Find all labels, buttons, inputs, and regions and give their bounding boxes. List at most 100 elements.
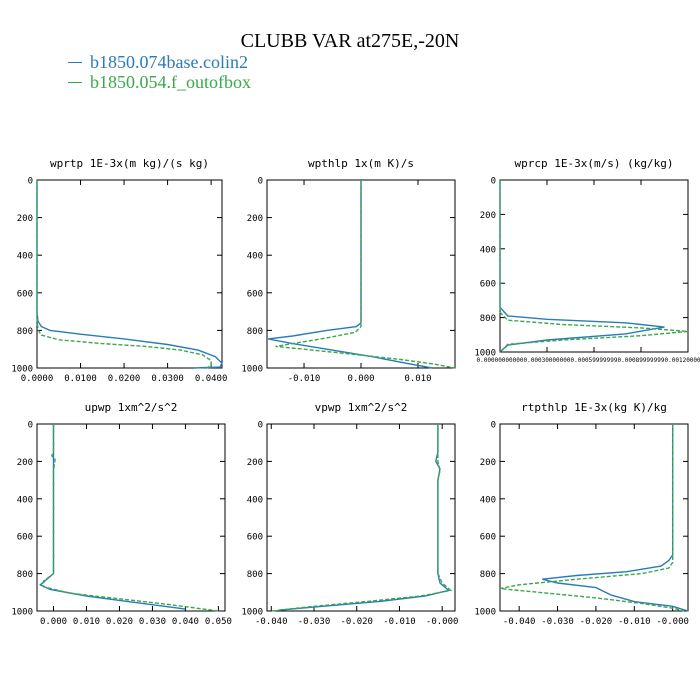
legend-label-series-1: b1850.074base.colin2 xyxy=(90,52,248,72)
series-line-2 xyxy=(499,180,689,353)
y-tick-label: 400 xyxy=(480,245,496,255)
x-tick-label: 0.0400 xyxy=(195,374,228,384)
x-tick-label: -0.010 xyxy=(618,617,651,627)
series-line-1 xyxy=(36,180,223,369)
x-tick-label: -0.040 xyxy=(255,617,288,627)
y-tick-label: 1000 xyxy=(11,365,33,375)
plot-frame xyxy=(499,423,689,612)
legend-swatch-series-1 xyxy=(68,61,82,63)
series-line-2 xyxy=(275,180,456,369)
x-tick-label: 0.020 xyxy=(106,617,133,627)
y-tick-label: 400 xyxy=(480,495,496,505)
series-line-2 xyxy=(271,424,453,612)
x-tick-label: 0.00000000000 xyxy=(477,357,524,364)
y-tick-label: 400 xyxy=(247,252,263,262)
chart-title: wprcp 1E-3x(m/s) (kg/kg) xyxy=(515,157,674,170)
x-tick-label: 0.010 xyxy=(404,374,431,384)
y-tick-label: 1000 xyxy=(241,365,263,375)
x-tick-label: 0.030 xyxy=(139,617,166,627)
x-tick-label: 0.0300 xyxy=(151,374,184,384)
x-tick-label: -0.000 xyxy=(656,617,689,627)
x-tick-label: -0.030 xyxy=(541,617,574,627)
page-title: CLUBB VAR at275E,-20N xyxy=(240,30,460,52)
x-tick-label: -0.030 xyxy=(298,617,331,627)
chart-panel-2: wpthlp 1x(m K)/s 0 200 400 600 800 1000 -0.010 0… xyxy=(241,157,456,384)
x-tick-label: 0.010 xyxy=(73,617,100,627)
x-tick-label: 0.00059999999 xyxy=(571,357,618,364)
y-tick-label: 1000 xyxy=(474,349,496,359)
x-tick-label: 0.00120000000 xyxy=(665,357,700,364)
y-tick-label: 1000 xyxy=(241,608,263,618)
y-tick-label: 400 xyxy=(17,252,33,262)
chart-title: wprtp 1E-3x(m kg)/(s kg) xyxy=(50,157,209,170)
x-tick-label: -0.020 xyxy=(340,617,373,627)
series-line-1 xyxy=(279,424,451,611)
x-tick-label: 0.000 xyxy=(40,617,67,627)
chart-panel-4: upwp 1xm^2/s^2 0 200 400 600 800 1000 0.000 0.01… xyxy=(11,401,232,627)
y-tick-label: 0 xyxy=(28,421,33,431)
x-tick-label: -0.020 xyxy=(580,617,613,627)
x-tick-label: 0.0000 xyxy=(21,374,54,384)
x-tick-label: -0.010 xyxy=(288,374,321,384)
y-tick-label: 400 xyxy=(247,495,263,505)
y-tick-label: 1000 xyxy=(11,608,33,618)
y-tick-label: 0 xyxy=(258,177,263,187)
y-tick-label: 200 xyxy=(480,458,496,468)
series-line-2 xyxy=(499,424,685,612)
y-tick-label: 0 xyxy=(258,421,263,431)
y-tick-label: 0 xyxy=(491,177,496,187)
y-tick-label: 0 xyxy=(491,421,496,431)
chart-panel-1: wprtp 1E-3x(m kg)/(s kg) 0 200 400 600 800 100… xyxy=(11,157,227,384)
x-tick-label: -0.010 xyxy=(383,617,416,627)
series-line-2 xyxy=(36,180,212,369)
y-tick-label: 800 xyxy=(17,327,33,337)
x-tick-label: -0.000 xyxy=(426,617,459,627)
y-tick-label: 800 xyxy=(17,570,33,580)
x-tick-label: -0.040 xyxy=(503,617,536,627)
y-tick-label: 0 xyxy=(28,177,33,187)
y-tick-label: 400 xyxy=(17,495,33,505)
y-tick-label: 600 xyxy=(480,280,496,290)
plot-frame xyxy=(36,423,226,612)
legend-item-series-1: b1850.074base.colin2 xyxy=(68,52,251,72)
chart-title: vpwp 1xm^2/s^2 xyxy=(315,401,408,414)
chart-panel-5: vpwp 1xm^2/s^2 0 200 400 600 800 1000-0.040 -0.… xyxy=(241,401,458,627)
y-tick-label: 200 xyxy=(17,214,33,224)
y-tick-label: 800 xyxy=(247,327,263,337)
y-tick-label: 600 xyxy=(247,533,263,543)
plot-frame xyxy=(266,423,456,612)
chart-panel-6: rtpthlp 1E-3x(kg K)/kg02004006008001000-… xyxy=(474,401,689,627)
y-tick-label: 800 xyxy=(247,570,263,580)
chart-panel-3: wprcp 1E-3x(m/s) (kg/kg) 0 200 400 600 800 100… xyxy=(474,157,700,364)
x-tick-label: 0.0200 xyxy=(108,374,141,384)
chart-title: upwp 1xm^2/s^2 xyxy=(85,401,178,414)
y-tick-label: 600 xyxy=(17,533,33,543)
series-line-1 xyxy=(499,180,665,353)
x-tick-label: 0.0100 xyxy=(64,374,97,384)
x-tick-label: 0.050 xyxy=(205,617,232,627)
y-tick-label: 200 xyxy=(17,458,33,468)
y-tick-label: 600 xyxy=(247,289,263,299)
x-tick-label: 0.00030000000 xyxy=(524,357,571,364)
y-tick-label: 800 xyxy=(480,570,496,580)
y-tick-label: 600 xyxy=(17,289,33,299)
y-tick-label: 200 xyxy=(480,211,496,221)
chart-title: rtpthlp 1E-3x(kg K)/kg xyxy=(521,401,667,414)
series-line-1 xyxy=(267,180,433,369)
series-line-1 xyxy=(542,424,689,612)
legend-swatch-series-2 xyxy=(68,81,82,83)
series-line-2 xyxy=(42,424,219,612)
y-tick-label: 600 xyxy=(480,533,496,543)
y-tick-label: 800 xyxy=(480,314,496,324)
chart-title: wpthlp 1x(m K)/s xyxy=(308,157,414,170)
y-tick-label: 200 xyxy=(247,458,263,468)
y-tick-label: 1000 xyxy=(474,608,496,618)
x-tick-label: 0.000 xyxy=(347,374,374,384)
legend-item-series-2: b1850.054.f_outofbox xyxy=(68,72,251,92)
y-tick-label: 200 xyxy=(247,214,263,224)
series-line-1 xyxy=(39,424,186,610)
x-tick-label: 0.040 xyxy=(172,617,199,627)
legend: b1850.074base.colin2 b1850.054.f_outofbo… xyxy=(68,52,251,92)
legend-label-series-2: b1850.054.f_outofbox xyxy=(90,72,251,92)
